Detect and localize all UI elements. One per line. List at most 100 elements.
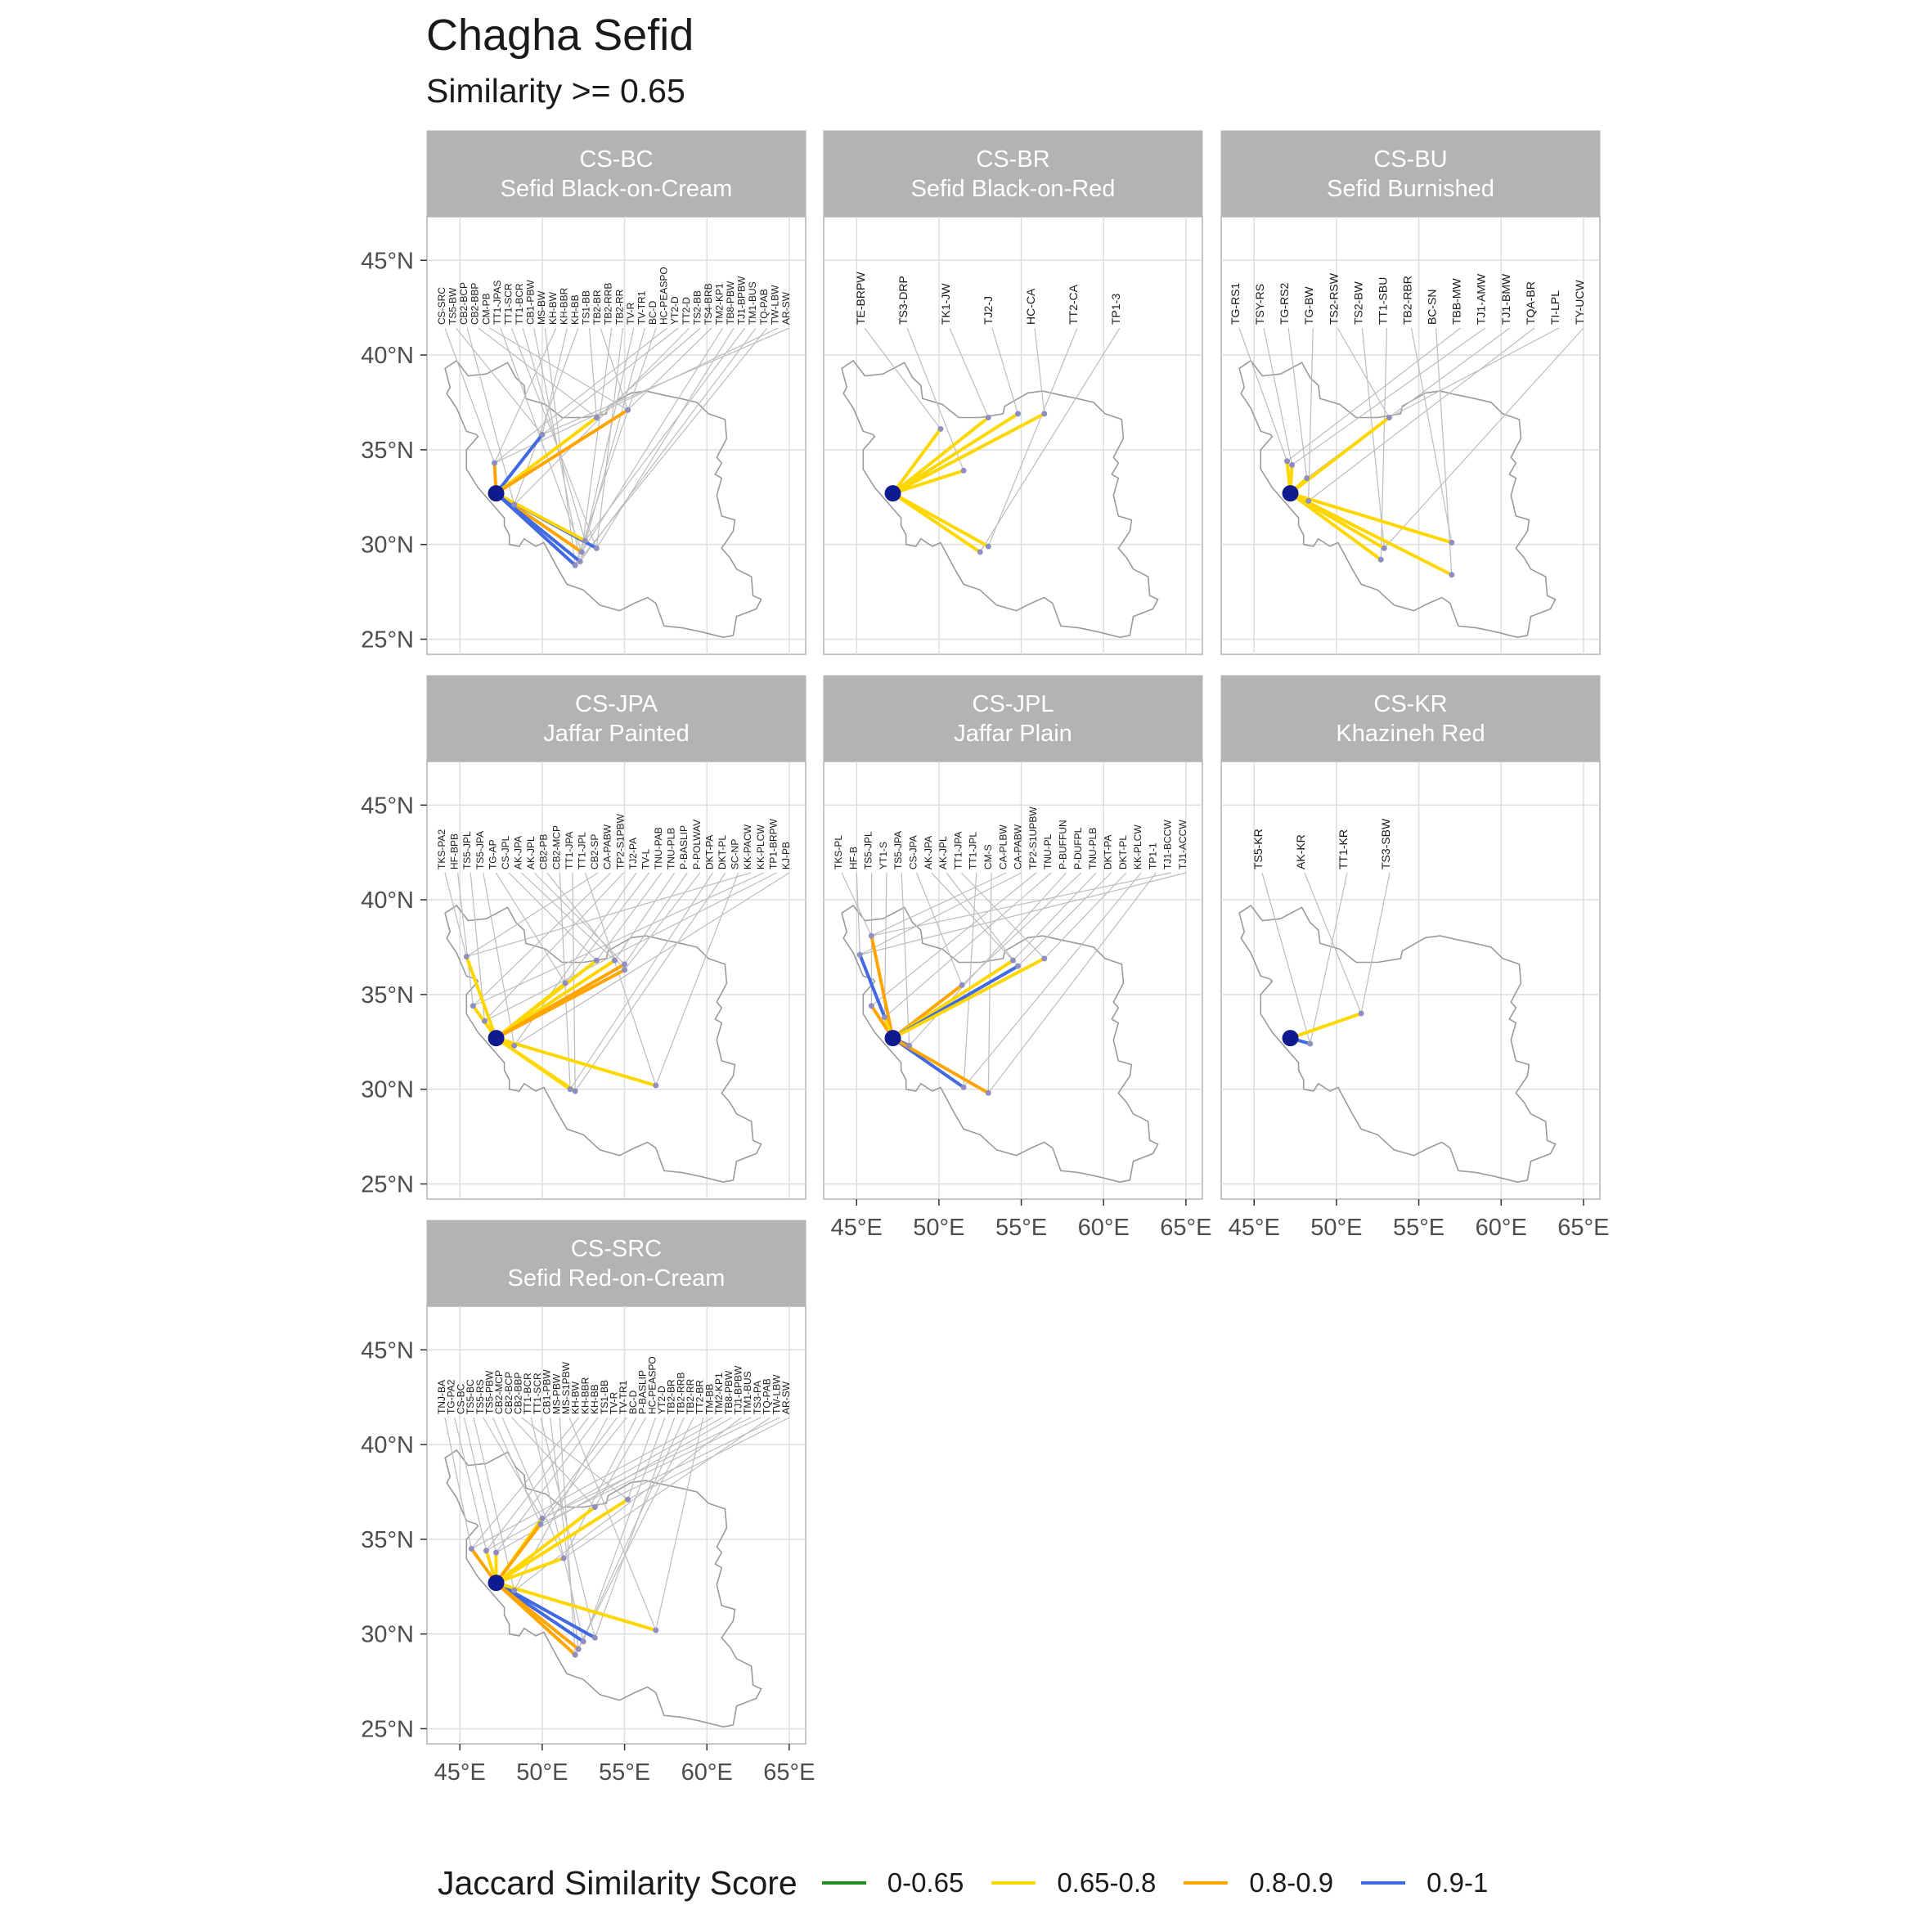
site-label: TB2-BR — [666, 1379, 677, 1414]
site-label: KK-PLCW — [755, 824, 766, 869]
site-point — [468, 1545, 474, 1552]
site-label: TT1-KR — [1337, 829, 1350, 869]
leader-line — [595, 327, 623, 549]
connection-line — [1288, 492, 1453, 577]
leader-line — [466, 872, 752, 958]
panel-frame — [823, 216, 1203, 655]
site-label: TS5-BW — [447, 287, 459, 325]
leader-line — [508, 872, 597, 961]
leader-line — [463, 1417, 497, 1553]
site-point — [868, 1003, 874, 1009]
facet-code: CS-JPA — [575, 691, 658, 717]
site-label: TY-UCW — [1573, 280, 1586, 325]
site-label: KK-PACW — [742, 824, 753, 869]
leader-line — [1238, 327, 1288, 461]
leader-line — [856, 872, 860, 955]
site-label: TJ2-J — [982, 296, 995, 325]
site-point — [577, 559, 583, 565]
site-label: TQ-PAB — [758, 289, 770, 325]
facet-strip — [823, 130, 1203, 218]
site-label: TS5-RS — [474, 1379, 486, 1414]
site-point — [593, 957, 600, 964]
site-label: DKT-PA — [703, 835, 715, 869]
connection-line — [494, 1505, 597, 1585]
site-point — [572, 562, 578, 568]
facet-strip — [426, 130, 806, 218]
panel-frame — [1220, 761, 1601, 1200]
leader-line — [655, 872, 739, 1086]
leader-line — [864, 327, 941, 429]
facet-name: Jaffar Plain — [954, 721, 1072, 747]
leader-line — [494, 327, 667, 464]
leader-line — [963, 872, 977, 1088]
leader-line — [595, 327, 735, 549]
site-point — [463, 954, 470, 960]
panel-cs-src: CS-SRC Sefid Red-on-Cream TNJ-BATG-PA2CS-B… — [361, 1220, 815, 1786]
site-label: CB2-SP — [589, 834, 600, 869]
panel-frame — [426, 216, 806, 655]
site-label: HF-B — [847, 847, 859, 869]
facet-code: CS-JPL — [973, 691, 1054, 717]
leader-line — [582, 1417, 666, 1642]
site-label: TJ2-PA — [627, 838, 639, 869]
x-tick-label: 60°E — [1078, 1215, 1130, 1241]
site-label: TT1-JPL — [577, 832, 588, 869]
leader-line — [500, 327, 582, 553]
x-tick-label: 45°E — [1229, 1215, 1280, 1241]
site-point — [1307, 1040, 1314, 1047]
leader-line — [494, 327, 779, 464]
site-label: AR-SW — [780, 1381, 792, 1414]
leader-line — [466, 327, 515, 505]
site-label: CS-JPL — [500, 835, 511, 869]
site-label: KH-BB — [589, 1384, 600, 1414]
leader-line — [514, 327, 690, 505]
site-point — [960, 1084, 967, 1090]
site-point — [906, 1042, 913, 1049]
site-point — [960, 467, 967, 474]
site-label: TQ-PAB — [762, 1378, 773, 1414]
leader-line — [492, 1417, 541, 1525]
origin-site-point — [1282, 485, 1299, 502]
connection-line — [494, 1036, 658, 1088]
site-point — [1289, 461, 1296, 468]
leader-line — [584, 327, 746, 541]
site-point — [539, 431, 546, 438]
site-point — [1381, 545, 1387, 551]
site-label: TS3-DRP — [896, 276, 910, 325]
site-point — [856, 951, 863, 958]
country-outline — [841, 904, 1159, 1184]
site-label: TT2-CA — [1067, 284, 1080, 325]
site-label: TT1-SBU — [1376, 277, 1389, 325]
site-label: KH-BW — [570, 1381, 582, 1414]
site-label: AK-JPL — [525, 836, 537, 869]
leader-line — [470, 1417, 580, 1549]
site-label: TNU-PLB — [1087, 828, 1099, 869]
y-tick-label: 25°N — [361, 627, 414, 653]
facet-name: Khazineh Red — [1336, 721, 1485, 747]
site-point — [483, 1548, 489, 1554]
site-label: TS5-BC — [465, 1379, 476, 1414]
site-label: CB2-BCP — [503, 1372, 514, 1414]
site-point — [625, 1496, 631, 1503]
site-point — [591, 1503, 598, 1510]
site-label: TS5-JPA — [474, 831, 486, 869]
site-label: CB2-MCP — [493, 1370, 505, 1414]
site-point — [481, 1018, 487, 1024]
site-point — [593, 545, 600, 551]
leader-line — [588, 327, 597, 418]
leader-line — [613, 872, 676, 961]
origin-site-point — [884, 485, 901, 502]
leader-line — [533, 327, 581, 562]
site-label: HF-BPB — [449, 833, 461, 869]
site-label: CB2-MCP — [550, 825, 562, 869]
x-tick-label: 45°E — [434, 1759, 486, 1786]
site-label: TNU-PAB — [653, 827, 664, 869]
site-label: TKS-PL — [833, 835, 844, 869]
leader-line — [1435, 327, 1453, 575]
site-label: TS3-SBW — [1379, 818, 1392, 869]
site-label: TT1-JPA — [952, 832, 964, 869]
site-label: AK-JPL — [937, 836, 949, 869]
site-label: TB2-RRB — [603, 283, 614, 325]
leader-line — [1360, 872, 1391, 1014]
connection-line — [1288, 1012, 1364, 1040]
